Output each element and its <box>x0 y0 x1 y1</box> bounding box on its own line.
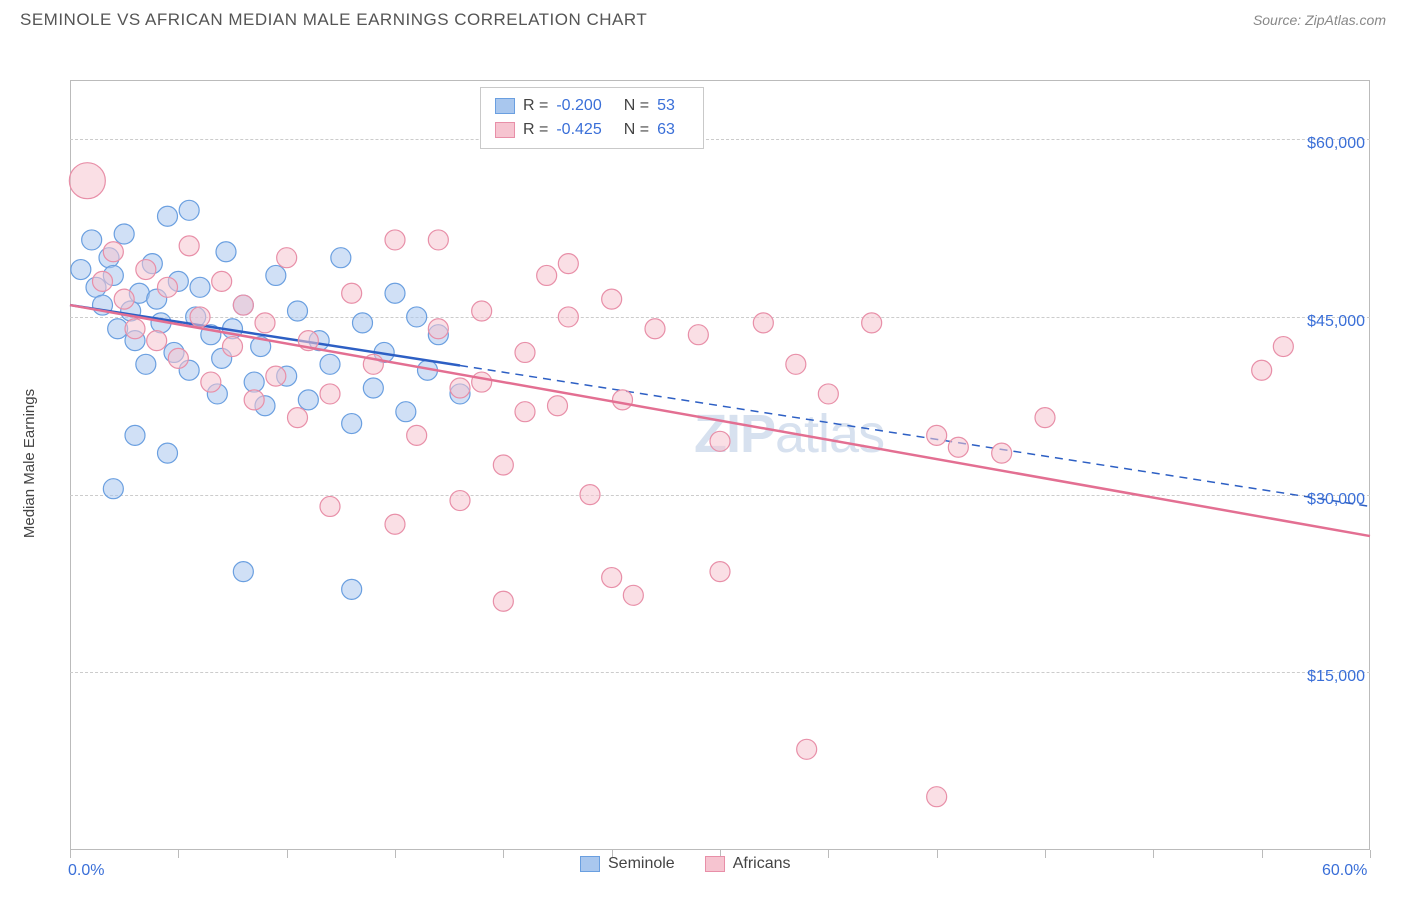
bottom-legend: Seminole Africans <box>580 855 791 873</box>
watermark: ZIPatlas <box>694 403 884 465</box>
legend-swatch <box>705 856 725 872</box>
legend-item: Seminole <box>580 855 675 873</box>
stat-n-value: 53 <box>657 94 675 118</box>
xtick-mark <box>395 850 396 858</box>
legend-label: Seminole <box>608 855 675 873</box>
stat-r-value: -0.425 <box>556 118 601 142</box>
y-axis-label: Median Male Earnings <box>21 389 38 538</box>
xtick-mark <box>287 850 288 858</box>
gridline <box>70 139 1370 140</box>
xtick-mark <box>178 850 179 858</box>
stats-legend-box: R = -0.200 N = 53 R = -0.425 N = 63 <box>480 87 704 149</box>
ytick-label: $30,000 <box>1290 491 1365 509</box>
stat-r-label: R = <box>523 94 548 118</box>
chart-area: $15,000 $30,000 $45,000 $60,000 0.0% 60.0% Med… <box>20 35 1406 900</box>
legend-item: Africans <box>705 855 791 873</box>
stat-n-value: 63 <box>657 118 675 142</box>
stats-row: R = -0.200 N = 53 <box>495 94 689 118</box>
stats-row: R = -0.425 N = 63 <box>495 118 689 142</box>
legend-label: Africans <box>733 855 791 873</box>
xtick-mark <box>828 850 829 858</box>
xtick-mark <box>503 850 504 858</box>
xtick-mark <box>1045 850 1046 858</box>
chart-header: SEMINOLE VS AFRICAN MEDIAN MALE EARNINGS… <box>0 0 1406 35</box>
legend-swatch <box>495 98 515 114</box>
chart-source: Source: ZipAtlas.com <box>1253 12 1386 28</box>
xtick-mark <box>70 850 71 858</box>
chart-title: SEMINOLE VS AFRICAN MEDIAN MALE EARNINGS… <box>20 10 647 30</box>
legend-swatch <box>495 122 515 138</box>
legend-swatch <box>580 856 600 872</box>
stat-r-label: R = <box>523 118 548 142</box>
xtick-mark <box>1370 850 1371 858</box>
stat-r-value: -0.200 <box>556 94 601 118</box>
xtick-label: 60.0% <box>1322 862 1367 880</box>
xtick-mark <box>1262 850 1263 858</box>
stat-n-label: N = <box>624 118 649 142</box>
ytick-label: $45,000 <box>1290 313 1365 331</box>
ytick-label: $60,000 <box>1290 135 1365 153</box>
xtick-mark <box>937 850 938 858</box>
gridline <box>70 317 1370 318</box>
gridline <box>70 495 1370 496</box>
xtick-label: 0.0% <box>68 862 104 880</box>
xtick-mark <box>1153 850 1154 858</box>
stat-n-label: N = <box>624 94 649 118</box>
ytick-label: $15,000 <box>1290 668 1365 686</box>
gridline <box>70 672 1370 673</box>
